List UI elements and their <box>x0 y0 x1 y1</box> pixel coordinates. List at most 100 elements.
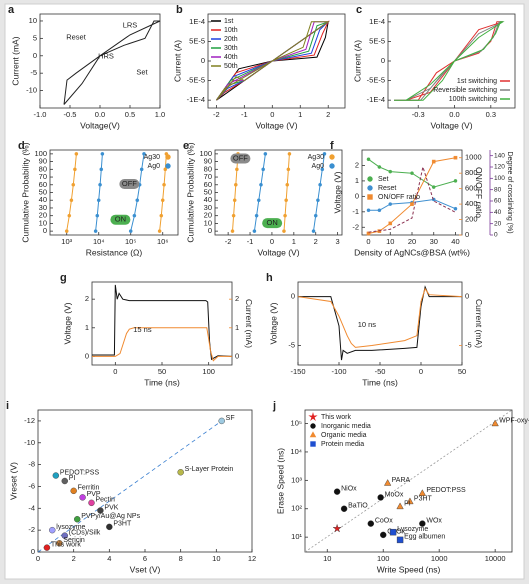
marker <box>159 213 164 218</box>
x-tick-label: -150 <box>290 367 305 376</box>
marker <box>313 213 318 218</box>
series-line <box>368 198 456 211</box>
y-tick-label: 40 <box>204 195 212 204</box>
y-tick-label: 20 <box>39 211 47 220</box>
marker <box>453 206 458 211</box>
panel-label: d <box>18 140 25 152</box>
marker <box>282 229 286 233</box>
y-tick-label: -8 <box>28 460 35 469</box>
y-tick-label: -2 <box>352 222 359 231</box>
marker <box>320 167 325 172</box>
x-tick-label: 0 <box>366 237 370 246</box>
y-tick-label: -5 <box>288 340 295 349</box>
legend-label: Reset <box>378 185 396 192</box>
panel-label: e <box>183 140 189 152</box>
marker <box>384 479 392 486</box>
marker <box>142 152 146 156</box>
legend-swatch <box>367 176 373 182</box>
annotation: OFF <box>233 153 248 162</box>
point-label: PVPy/Au@Ag NPs <box>81 513 140 520</box>
panel-label: a <box>8 4 15 16</box>
x-tick-label: 0.3 <box>486 110 496 119</box>
marker <box>322 152 327 156</box>
marker <box>388 169 393 174</box>
series-line <box>368 158 456 188</box>
marker <box>61 532 68 539</box>
marker <box>99 167 104 172</box>
x-tick-label: 1.0 <box>155 110 165 119</box>
point-label: WOx <box>426 517 442 524</box>
legend-label: Organic media <box>321 432 367 439</box>
marker <box>287 152 292 156</box>
legend-label: 30th <box>224 45 238 52</box>
panel-label: g <box>60 272 67 284</box>
series-line <box>253 153 325 232</box>
marker <box>491 419 499 427</box>
y-tick-label: 2 <box>355 160 359 169</box>
marker <box>96 198 101 203</box>
series-line <box>394 21 504 101</box>
y-tick-label: 80 <box>204 164 212 173</box>
x-tick-label: 8 <box>179 554 183 563</box>
marker <box>74 516 81 523</box>
marker <box>70 487 77 495</box>
y-tick-label: 30 <box>39 203 47 212</box>
marker <box>64 229 69 233</box>
x-tick-label: 0.5 <box>125 110 135 119</box>
x-tick-label: 10⁵ <box>125 237 136 246</box>
x-tick-label: 1000 <box>431 554 448 563</box>
y-tick-label: -5 <box>30 68 37 77</box>
point-label: Pectin <box>96 497 116 504</box>
marker <box>71 182 76 187</box>
y-tick-label: 10² <box>291 504 302 513</box>
y-axis-label: Voltage (V) <box>332 171 342 213</box>
y-tick-label: 90 <box>39 157 47 166</box>
marker <box>453 155 458 160</box>
y-tick-label: -1 <box>352 207 359 216</box>
y-tick-label: 20 <box>204 211 212 220</box>
point-label: SF <box>226 415 235 422</box>
y-tick-label: 5E-5 <box>189 36 205 45</box>
legend-label: Protein media <box>321 441 364 448</box>
marker <box>106 523 113 531</box>
y-tick-label: 100 <box>34 149 47 158</box>
y2-tick-label: 600 <box>465 184 478 193</box>
marker <box>418 489 426 496</box>
x-tick-label: 50 <box>158 367 166 376</box>
x-axis-label: Voltage (V) <box>255 120 297 130</box>
y-tick-label: -2 <box>28 525 35 534</box>
x-tick-label: 6 <box>143 554 147 563</box>
marker <box>74 152 79 156</box>
x-tick-label: -1 <box>241 110 248 119</box>
point-label: Sericin <box>63 537 85 544</box>
x-tick-label: -1.0 <box>34 110 47 119</box>
series-line <box>368 157 456 234</box>
y-tick-label: 10¹ <box>291 532 302 541</box>
x-tick-label: 30 <box>430 237 438 246</box>
guide-line <box>37 420 222 553</box>
x-tick-label: 1 <box>292 237 296 246</box>
y-tick-label: 2 <box>85 294 89 303</box>
y-tick-label: 70 <box>39 172 47 181</box>
y2-tick-label: 0 <box>465 292 469 301</box>
legend-label: 1st switching <box>457 78 497 85</box>
marker <box>377 494 384 501</box>
marker <box>380 531 387 539</box>
point-label: CoOx <box>375 517 393 524</box>
marker <box>49 526 56 534</box>
marker <box>261 167 265 172</box>
marker <box>259 182 263 187</box>
legend-label: 100th switching <box>449 96 497 103</box>
marker <box>284 198 288 203</box>
x-tick-label: 10 <box>212 554 220 563</box>
legend-label: ON/OFF ratio <box>378 194 420 201</box>
x-tick-label: -2 <box>225 237 232 246</box>
marker <box>128 229 133 233</box>
x-tick-label: 50 <box>458 367 466 376</box>
legend-swatch <box>310 441 316 447</box>
y-tick-label: 60 <box>204 180 212 189</box>
legend-label: 10th <box>224 27 238 34</box>
x-tick-label: 20 <box>408 237 416 246</box>
y-tick-label: -10 <box>24 438 35 447</box>
marker <box>263 152 268 156</box>
